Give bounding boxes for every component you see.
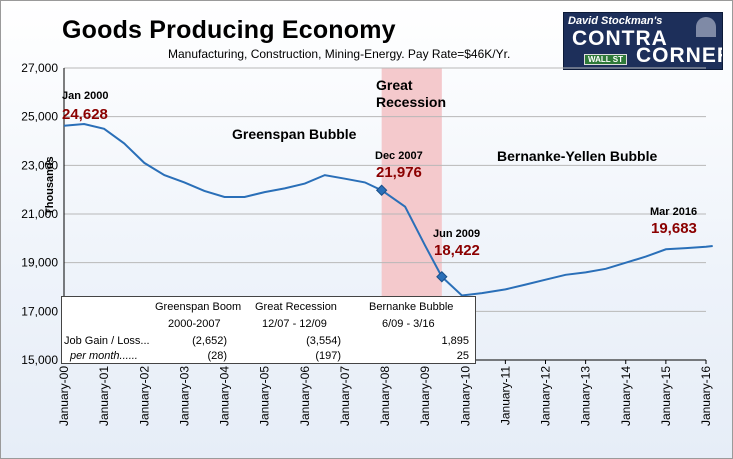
annotation-bernanke: Bernanke-Yellen Bubble — [497, 148, 658, 164]
x-tick-label: January-10 — [458, 366, 472, 426]
annotation-mar2016-date: Mar 2016 — [650, 206, 698, 218]
logo-line-1: David Stockman's — [568, 15, 663, 27]
highlight-point — [375, 184, 388, 196]
wall-street-sign: WALL ST — [584, 54, 627, 65]
x-tick-label: January-06 — [298, 366, 312, 426]
y-tick-label: 21,000 — [21, 207, 58, 221]
table-row1-value-2: (3,554) — [306, 335, 341, 347]
table-header-3: Bernanke Bubble — [369, 301, 454, 313]
annotation-recession-line2: Recession — [376, 94, 447, 110]
table-period-1: 2000-2007 — [168, 318, 221, 330]
annotation-jan2000-date: Jan 2000 — [62, 90, 109, 102]
table-row-label-1: Job Gain / Loss... — [64, 335, 150, 347]
y-tick-label: 17,000 — [21, 304, 58, 318]
annotation-jan2000-value: 24,628 — [62, 106, 108, 123]
table-row2-value-3: 25 — [456, 350, 469, 362]
x-tick-label: January-00 — [57, 366, 71, 426]
x-tick-label: January-15 — [659, 366, 673, 426]
x-tick-labels: January-00 January-01 January-02 January-03… — [57, 360, 713, 426]
y-tick-label: 27,000 — [21, 61, 58, 75]
chart-subtitle: Manufacturing, Construction, Mining-Ener… — [168, 47, 511, 61]
chart-title: Goods Producing Economy — [62, 16, 396, 44]
table-period-3: 6/09 - 3/16 — [382, 318, 435, 330]
x-tick-label: January-01 — [97, 366, 111, 426]
annotation-jun2009-value: 18,422 — [434, 242, 480, 259]
x-tick-label: January-09 — [418, 366, 432, 426]
table-row-label-2: per month...... — [70, 350, 138, 362]
y-axis-label: Thousands — [44, 156, 56, 215]
y-tick-label: 19,000 — [21, 256, 58, 270]
logo-line-3: CORNER — [636, 44, 722, 67]
grid-lines — [64, 67, 706, 312]
y-tick-labels: 15,000 17,000 19,000 21,000 23,000 25,000 27,0… — [21, 61, 58, 367]
annotation-jun2009-date: Jun 2009 — [433, 228, 481, 240]
table-header-2: Great Recession — [255, 301, 337, 313]
y-tick-label: 25,000 — [21, 110, 58, 124]
annotation-dec2007-value: 21,976 — [376, 164, 422, 181]
table-header-1: Greenspan Boom — [155, 301, 242, 313]
annotation-mar2016-value: 19,683 — [651, 220, 697, 237]
x-tick-label: January-11 — [498, 366, 512, 425]
annotation-dec2007-date: Dec 2007 — [375, 150, 423, 162]
x-tick-label: January-04 — [218, 366, 232, 426]
series-line — [63, 122, 713, 297]
table-period-2: 12/07 - 12/09 — [262, 318, 327, 330]
highlight-point — [436, 271, 448, 283]
x-tick-label: January-12 — [539, 366, 553, 426]
annotation-greenspan: Greenspan Bubble — [232, 126, 357, 142]
highlight-markers — [375, 184, 448, 283]
x-tick-label: January-13 — [579, 366, 593, 426]
table-row1-value-3: 1,895 — [441, 335, 469, 347]
table-row1-value-1: (2,652) — [192, 335, 227, 347]
x-tick-label: January-14 — [619, 366, 633, 426]
x-tick-label: January-16 — [699, 366, 713, 426]
table-row2-value-2: (197) — [315, 350, 341, 362]
x-tick-label: January-05 — [258, 366, 272, 426]
capitol-dome-icon — [696, 17, 716, 37]
annotation-recession-line1: Great — [376, 77, 413, 93]
x-tick-label: January-02 — [137, 366, 151, 426]
y-tick-label: 23,000 — [21, 158, 58, 172]
x-tick-label: January-07 — [338, 366, 352, 426]
logo-line-2: CONTRA — [572, 27, 668, 50]
y-tick-label: 15,000 — [21, 353, 58, 367]
x-tick-label: January-08 — [378, 366, 392, 426]
table-row2-value-1: (28) — [207, 350, 227, 362]
job-change-table: Greenspan Boom Great Recession Bernanke … — [61, 296, 476, 364]
x-tick-label: January-03 — [177, 366, 191, 426]
contra-corner-logo: David Stockman's CONTRA CORNER WALL ST — [563, 12, 723, 70]
